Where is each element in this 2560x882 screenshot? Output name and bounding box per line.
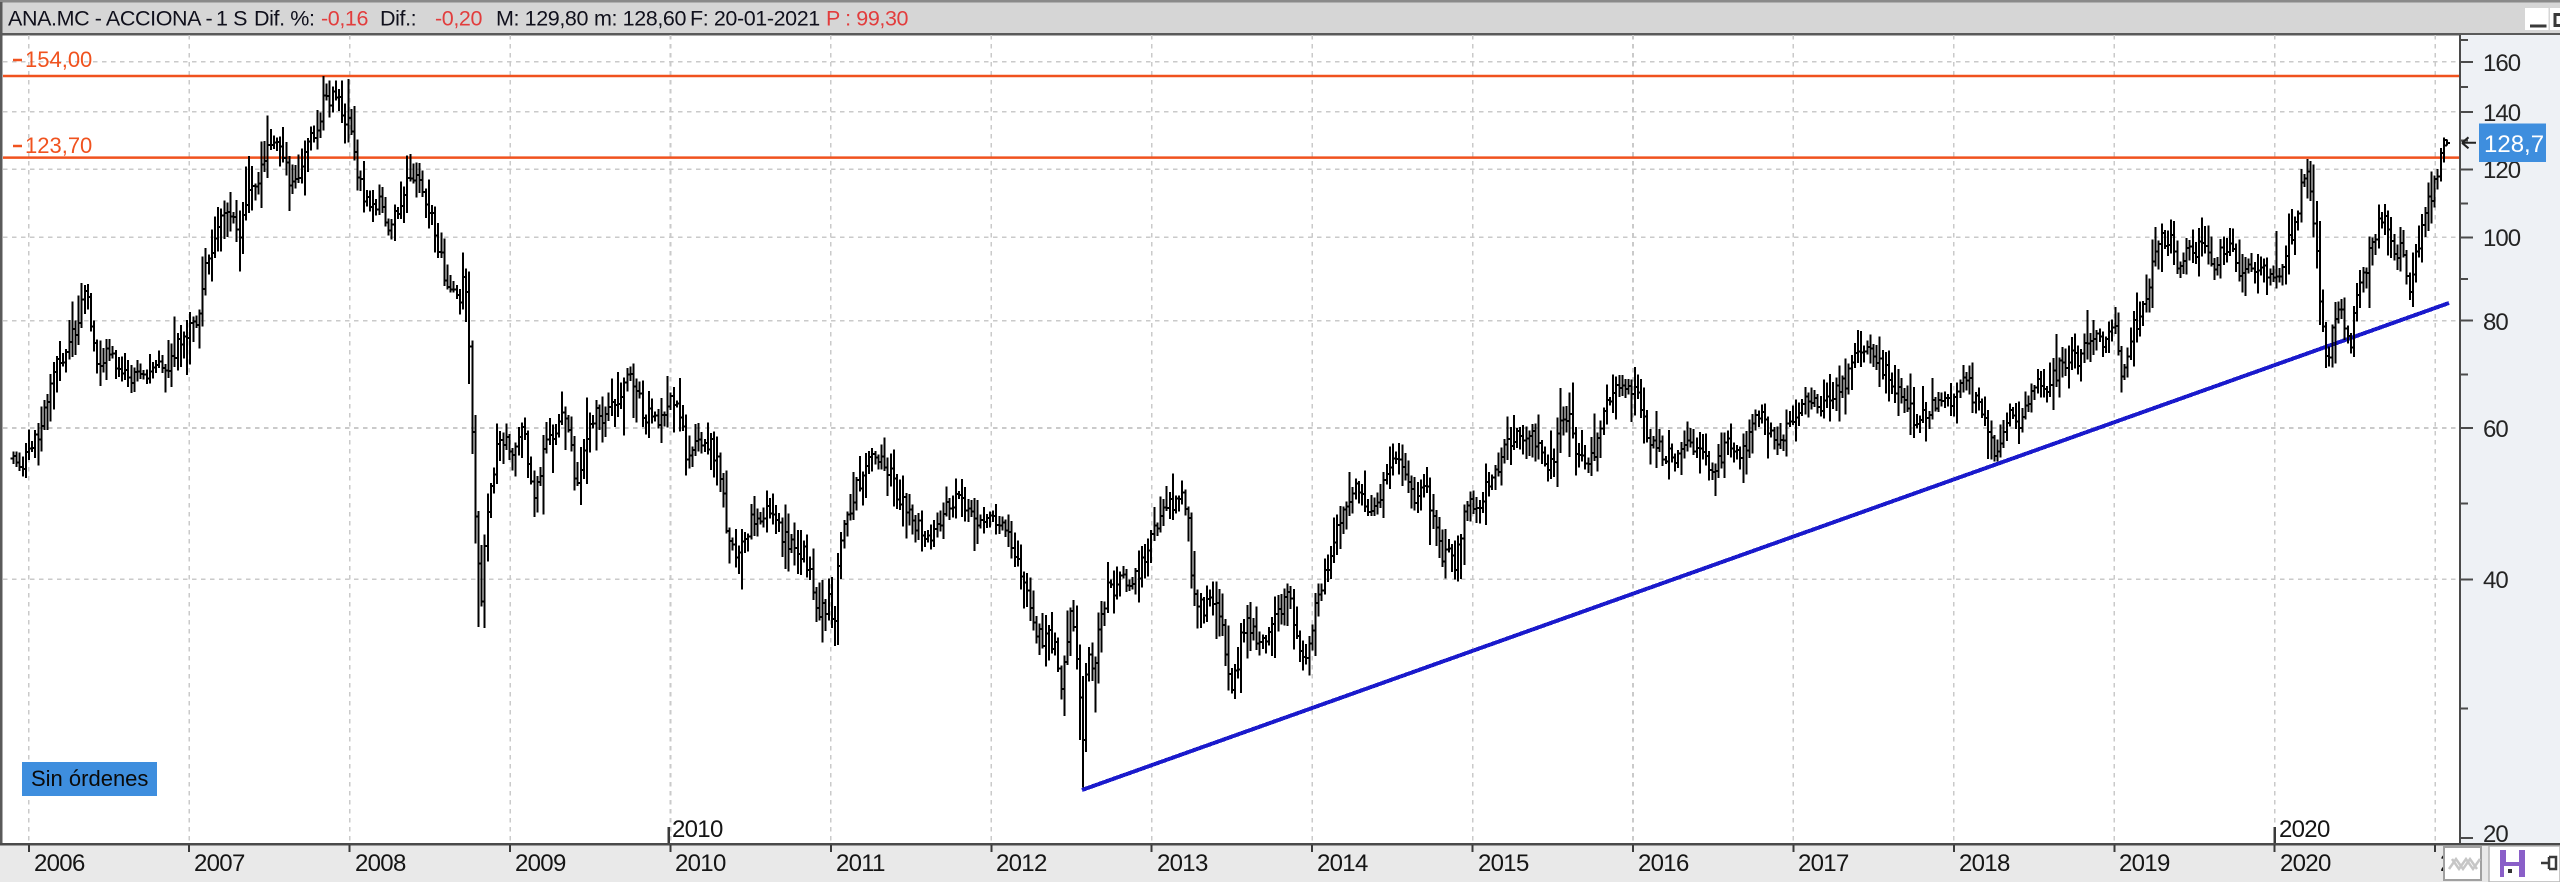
svg-text:2007: 2007 [194,850,245,877]
svg-text:F: 20-01-2021: F: 20-01-2021 [690,7,820,31]
svg-text:40: 40 [2483,567,2508,594]
svg-text:2018: 2018 [1959,850,2010,877]
svg-text:2017: 2017 [1798,850,1849,877]
svg-text:Dif.:: Dif.: [380,7,416,31]
svg-text:M: 129,80: M: 129,80 [496,7,588,31]
svg-text:2009: 2009 [515,850,566,877]
svg-text:1 S: 1 S [216,7,247,31]
svg-text:2020: 2020 [2279,816,2330,843]
svg-text:2008: 2008 [355,850,406,877]
svg-text:60: 60 [2483,416,2508,443]
svg-text:2010: 2010 [675,850,726,877]
svg-text:2013: 2013 [1157,850,1208,877]
svg-text:2012: 2012 [996,850,1047,877]
svg-text:100: 100 [2483,225,2521,252]
svg-text:160: 160 [2483,50,2521,77]
svg-text:128,7: 128,7 [2484,131,2544,158]
svg-text:140: 140 [2483,100,2521,127]
svg-text:2016: 2016 [1638,850,1689,877]
svg-text:ANA.MC - ACCIONA -: ANA.MC - ACCIONA - [8,7,212,31]
svg-text:P : 99,30: P : 99,30 [826,7,909,31]
svg-text:-0,16: -0,16 [321,7,368,31]
svg-text:2010: 2010 [672,816,723,843]
svg-text:Dif. %:: Dif. %: [254,7,315,31]
svg-text:2006: 2006 [34,850,85,877]
svg-text:Sin órdenes: Sin órdenes [31,766,148,791]
svg-text:-0,20: -0,20 [435,7,482,31]
svg-text:123,70: 123,70 [25,133,92,158]
svg-text:m: 128,60: m: 128,60 [594,7,686,31]
svg-text:2015: 2015 [1478,850,1529,877]
svg-text:2020: 2020 [2280,850,2331,877]
svg-text:80: 80 [2483,309,2508,336]
svg-text:20: 20 [2483,821,2508,848]
svg-text:154,00: 154,00 [25,47,92,72]
svg-text:2011: 2011 [836,850,885,877]
svg-text:2014: 2014 [1317,850,1368,877]
svg-text:2019: 2019 [2119,850,2170,877]
